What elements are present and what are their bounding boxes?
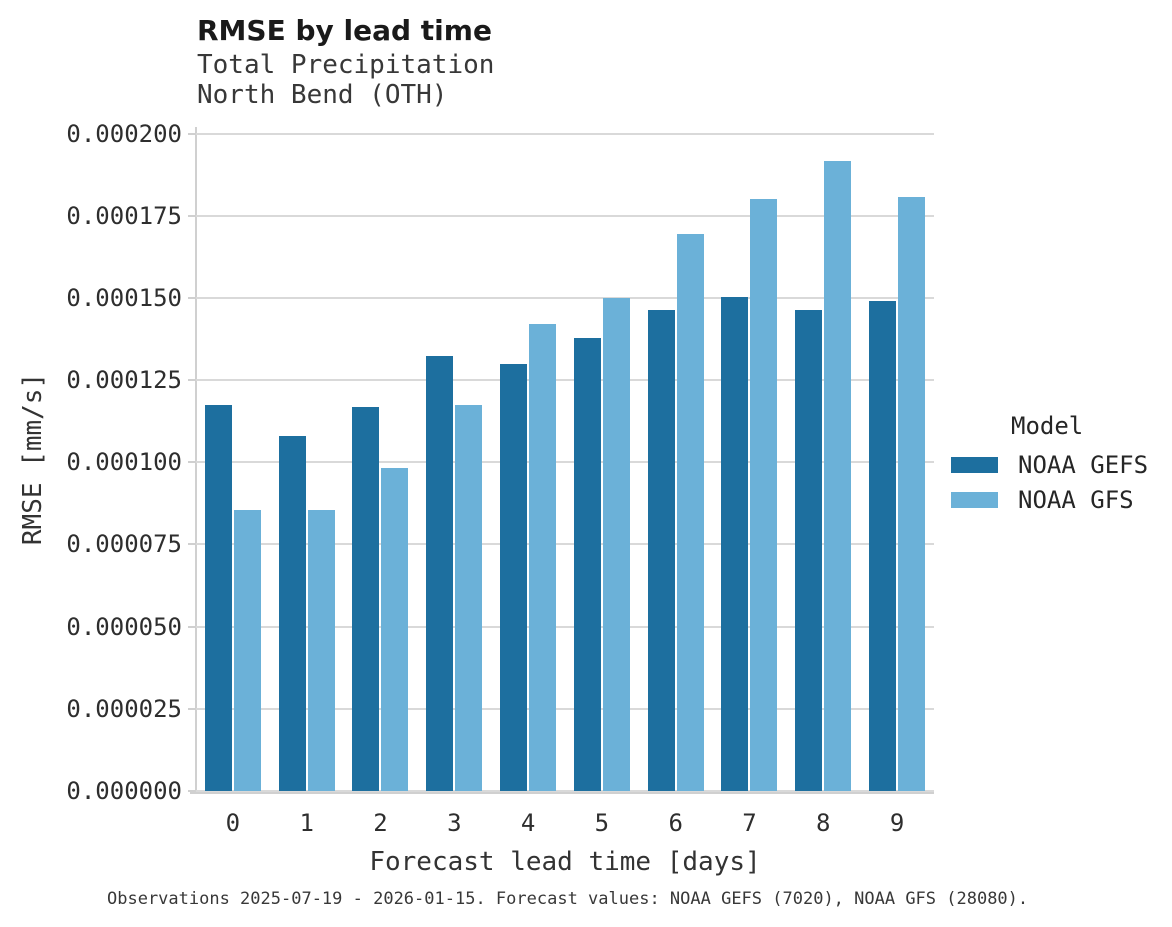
x-tick-labels: 0 1 2 3 4 5 6 7 8 9 xyxy=(196,809,934,837)
y-tick-mark xyxy=(188,790,196,792)
bar-noaa-gefs-lead-1 xyxy=(278,436,306,791)
y-tick-mark xyxy=(188,707,196,710)
y-tick-mark xyxy=(188,214,196,217)
bar-noaa-gefs-lead-5 xyxy=(573,338,601,791)
bar-noaa-gfs-lead-5 xyxy=(602,297,630,791)
x-tick-label: 1 xyxy=(299,809,314,837)
bar-group-lead-9 xyxy=(860,197,934,791)
bar-noaa-gfs-lead-6 xyxy=(676,233,704,791)
x-tick-label: 8 xyxy=(816,809,831,837)
chart-subtitle-station: North Bend (OTH) xyxy=(197,80,448,110)
bar-noaa-gfs-lead-3 xyxy=(455,404,483,791)
y-tick-label: 0.000050 xyxy=(66,612,182,641)
gridline xyxy=(196,707,934,710)
y-tick-label: 0.000200 xyxy=(66,119,182,148)
x-tick-label: 5 xyxy=(594,809,610,837)
y-tick-label: 0.000150 xyxy=(66,283,182,312)
y-tick-label: 0.000075 xyxy=(66,530,182,559)
gridline xyxy=(196,543,934,546)
bars-layer xyxy=(196,127,934,791)
bar-noaa-gfs-lead-2 xyxy=(381,467,409,791)
gridline xyxy=(196,790,934,792)
gridline xyxy=(196,214,934,217)
y-tick-label: 0.000000 xyxy=(66,777,182,805)
y-tick-label: 0.000125 xyxy=(66,366,182,395)
bar-noaa-gefs-lead-6 xyxy=(647,309,675,791)
legend-swatch-gefs xyxy=(951,457,998,473)
y-tick-mark xyxy=(188,296,196,299)
gridline xyxy=(196,296,934,299)
bar-noaa-gefs-lead-0 xyxy=(204,405,232,791)
bar-noaa-gefs-lead-2 xyxy=(352,407,380,791)
bar-group-lead-0 xyxy=(196,405,270,791)
y-tick-label: 0.000175 xyxy=(66,201,182,230)
bar-group-lead-8 xyxy=(786,161,860,791)
chart-title: RMSE by lead time xyxy=(197,14,492,47)
chart-subtitle-variable: Total Precipitation xyxy=(197,50,495,80)
legend-label-gfs: NOAA GFS xyxy=(1018,486,1134,514)
y-axis-label: RMSE [mm/s] xyxy=(18,372,48,546)
bar-noaa-gfs-lead-1 xyxy=(307,510,335,791)
gridline xyxy=(196,379,934,382)
bar-noaa-gfs-lead-8 xyxy=(824,161,852,791)
gridline xyxy=(196,625,934,628)
bar-noaa-gefs-lead-3 xyxy=(426,356,454,791)
bar-group-lead-5 xyxy=(565,297,639,791)
bar-group-lead-6 xyxy=(639,233,713,791)
bar-noaa-gefs-lead-8 xyxy=(795,310,823,791)
legend-entry-gefs: NOAA GEFS xyxy=(951,450,1171,480)
gridline xyxy=(196,132,934,135)
y-tick-mark xyxy=(188,543,196,546)
legend-label-gefs: NOAA GEFS xyxy=(1018,451,1149,479)
gridline xyxy=(196,461,934,464)
y-tick-label: 0.000100 xyxy=(66,448,182,477)
x-tick-label: 3 xyxy=(447,809,462,837)
x-tick-label: 6 xyxy=(668,809,683,837)
legend-entry-gfs: NOAA GFS xyxy=(951,485,1171,515)
bar-noaa-gfs-lead-9 xyxy=(898,197,926,791)
x-tick-label: 9 xyxy=(889,809,905,837)
bar-noaa-gefs-lead-9 xyxy=(869,300,897,791)
legend: Model NOAA GEFS NOAA GFS xyxy=(951,412,1171,515)
bar-group-lead-3 xyxy=(417,356,491,791)
x-axis-label: Forecast lead time [days] xyxy=(369,847,761,877)
x-tick-label: 2 xyxy=(373,809,388,837)
y-tick-mark xyxy=(188,379,196,382)
bar-noaa-gfs-lead-0 xyxy=(233,510,261,791)
bar-noaa-gfs-lead-7 xyxy=(750,199,778,791)
x-tick-label: 7 xyxy=(742,809,757,837)
x-tick-label: 0 xyxy=(225,809,241,837)
y-tick-mark xyxy=(188,461,196,464)
x-tick-label: 4 xyxy=(520,809,536,837)
bar-group-lead-2 xyxy=(344,407,418,791)
plot-area: Forecast lead time [days] 0.000000 0.0000… xyxy=(66,120,934,877)
y-tick-label: 0.000025 xyxy=(66,694,182,723)
caption: Observations 2025-07-19 - 2026-01-15. Fo… xyxy=(107,889,1029,909)
legend-title: Model xyxy=(1011,412,1084,440)
bar-group-lead-7 xyxy=(713,199,787,791)
bar-group-lead-1 xyxy=(270,436,344,791)
y-tick-mark xyxy=(188,625,196,628)
x-axis-spine xyxy=(190,791,934,794)
bar-group-lead-4 xyxy=(491,324,565,791)
legend-swatch-gfs xyxy=(951,492,998,508)
bar-noaa-gefs-lead-4 xyxy=(500,364,528,791)
bar-noaa-gfs-lead-4 xyxy=(529,324,557,791)
bar-noaa-gefs-lead-7 xyxy=(721,297,749,791)
y-tick-mark xyxy=(188,132,196,135)
y-axis-spine xyxy=(195,127,197,791)
